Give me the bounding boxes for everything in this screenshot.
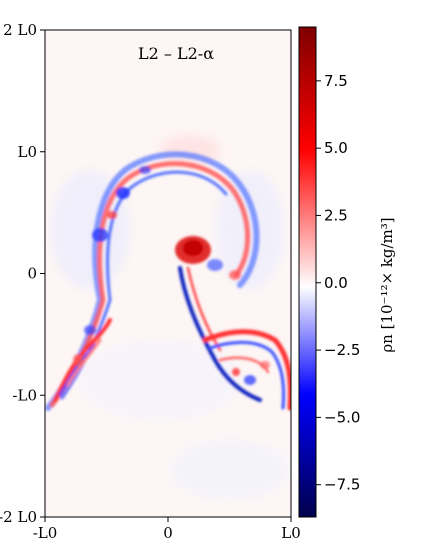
density-structure xyxy=(45,151,291,411)
x-tick-label: 0 xyxy=(163,524,173,542)
colorbar-tick-label: −7.5 xyxy=(324,476,360,494)
colorbar-tick-label: 5.0 xyxy=(324,139,348,157)
colorbar xyxy=(298,26,317,518)
plot-area: L2 – L2-α xyxy=(45,30,291,517)
y-tick-label: -2 L0 xyxy=(0,508,37,526)
x-axis: -L0 0 L0 xyxy=(33,517,301,542)
colorbar-label: ρn [10⁻¹²× kg/m³] xyxy=(378,217,396,352)
y-tick-label: 0 xyxy=(27,265,37,283)
colorbar-tick-label: 7.5 xyxy=(324,72,348,90)
colorbar-axis: 7.5 5.0 2.5 0.0 −2.5 −5.0 −7.5 xyxy=(316,72,360,494)
colorbar-tick-label: −5.0 xyxy=(324,408,360,426)
chart-title: L2 – L2-α xyxy=(138,44,214,63)
x-tick-label: -L0 xyxy=(33,524,58,542)
y-axis: 2 L0 L0 0 -L0 -2 L0 xyxy=(0,21,45,526)
colorbar-tick-label: −2.5 xyxy=(324,341,360,359)
y-tick-label: L0 xyxy=(17,143,37,161)
colorbar-tick-label: 2.5 xyxy=(324,206,348,224)
colorbar-tick-label: 0.0 xyxy=(324,274,348,292)
x-tick-label: L0 xyxy=(281,524,301,542)
y-tick-label: 2 L0 xyxy=(3,21,37,39)
y-tick-label: -L0 xyxy=(12,386,37,404)
